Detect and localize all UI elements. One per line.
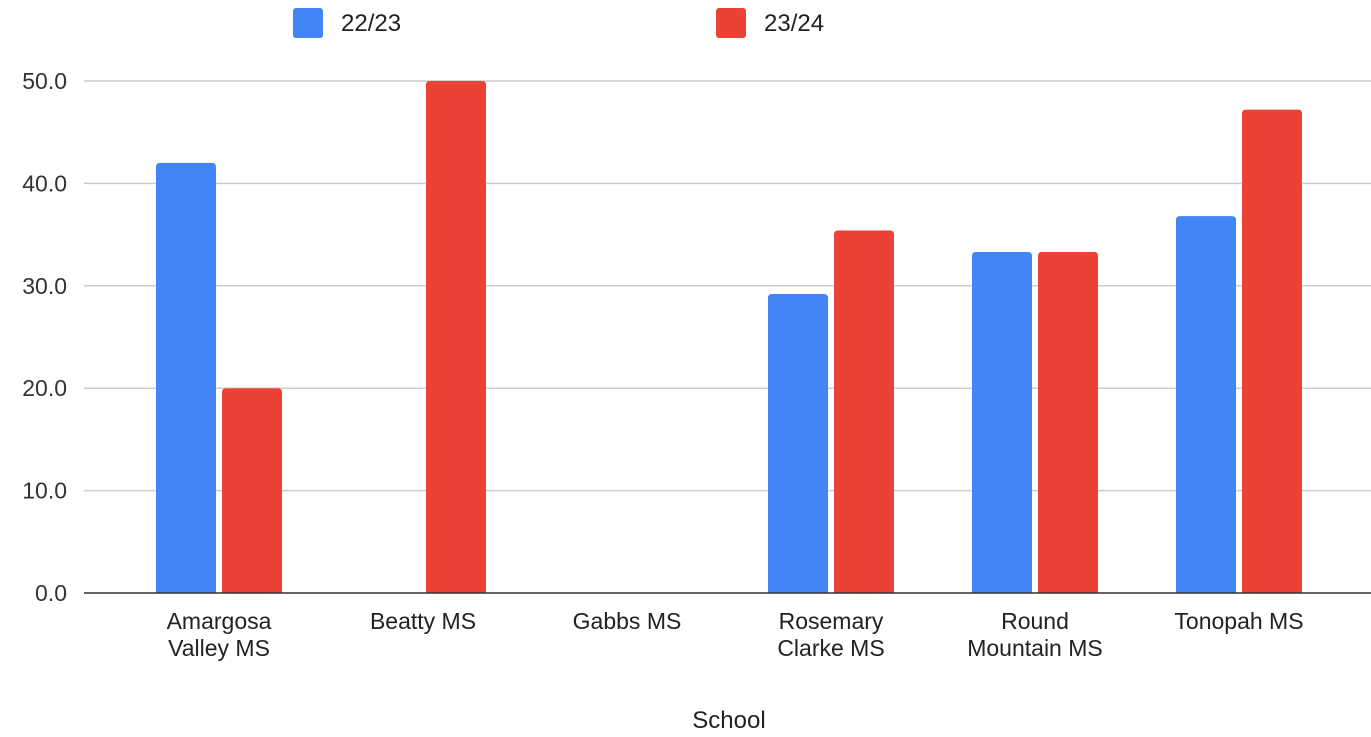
category-label-line: Round [1001, 608, 1069, 634]
category-label-line: Tonopah MS [1174, 608, 1303, 634]
category-label: Beatty MS [370, 608, 476, 634]
category-label: Gabbs MS [573, 608, 682, 634]
y-tick-label: 20.0 [22, 375, 67, 401]
legend-label: 23/24 [764, 10, 824, 37]
category-label-line: Valley MS [168, 635, 270, 661]
category-label-line: Rosemary [779, 608, 884, 634]
bars [156, 81, 1302, 594]
legend: 22/23 23/24 [293, 8, 824, 38]
category-label: Rosemary Clarke MS [777, 608, 884, 661]
bar-23-24 [222, 388, 282, 593]
category-label-line: Clarke MS [777, 635, 884, 661]
gridlines [84, 80, 1371, 492]
category-label-line: Gabbs MS [573, 608, 682, 634]
legend-swatch [716, 8, 746, 38]
bar-22-23 [1176, 216, 1236, 593]
category-label: Amargosa Valley MS [167, 608, 272, 661]
category-label-line: Mountain MS [967, 635, 1103, 661]
legend-label: 22/23 [341, 10, 401, 37]
x-axis-tick-labels: Amargosa Valley MS Beatty MS Gabbs MS Rosema… [167, 608, 1304, 661]
y-tick-label: 40.0 [22, 170, 67, 196]
bar-22-23 [972, 252, 1032, 593]
bar-23-24 [1242, 109, 1302, 593]
category-label-line: Beatty MS [370, 608, 476, 634]
y-tick-label: 50.0 [22, 68, 67, 94]
bar-23-24 [834, 230, 894, 593]
category-label-line: Amargosa [167, 608, 272, 634]
y-tick-label: 0.0 [35, 580, 67, 606]
bar-22-23 [156, 162, 216, 594]
y-tick-label: 10.0 [22, 478, 67, 504]
bar-23-24 [426, 81, 486, 593]
y-axis-tick-labels: 0.0 10.0 20.0 30.0 40.0 50.0 [22, 68, 67, 606]
category-label: Tonopah MS [1174, 608, 1303, 634]
bar-22-23 [768, 293, 828, 593]
legend-swatch [293, 8, 323, 38]
category-label: Round Mountain MS [967, 608, 1103, 661]
x-axis-title: School [692, 707, 765, 734]
y-tick-label: 30.0 [22, 273, 67, 299]
bar-23-24 [1038, 252, 1098, 593]
